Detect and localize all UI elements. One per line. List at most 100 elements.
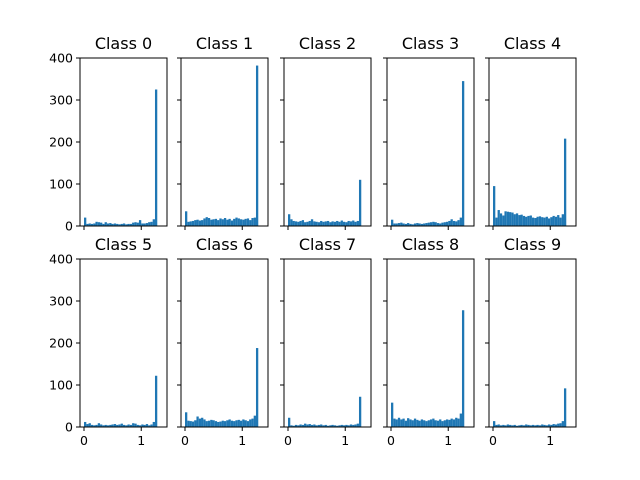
histogram-bar [324,424,327,427]
histogram-bar [242,419,245,427]
histogram-bar [313,424,316,427]
histogram-bar [356,220,359,226]
histogram-bar [441,421,444,427]
histogram-bar [288,214,291,226]
histogram-bar [226,420,229,427]
histogram-bar [497,424,500,427]
histogram-bar [185,211,188,226]
panel-title: Class 4 [504,34,561,53]
histogram-bar [352,424,355,427]
histogram-bar [125,224,128,226]
histogram-bar [111,424,114,427]
histogram-bar [439,419,442,427]
histogram-bar [340,220,343,226]
histogram-bar [407,223,410,226]
histogram-bar [445,221,449,226]
histogram-bar [552,215,555,226]
histogram-bar [457,220,460,226]
panel-title: Class 1 [196,34,253,53]
histogram-bar [249,220,252,226]
histogram-bar [427,420,430,427]
histogram-bar [203,218,206,226]
histogram-bar [525,424,528,427]
histogram-bar [418,420,421,427]
histogram-bar [109,424,112,427]
histogram-bar [113,424,117,427]
histogram-bar [84,217,87,226]
axes-frame [488,258,577,428]
histogram-bar [329,222,332,226]
histogram-bar [427,222,430,226]
histogram-bar [95,424,98,427]
histogram-bar [120,223,123,226]
y-tick-label: 400 [49,51,73,66]
histogram-bar [338,221,341,226]
x-tick-label: 1 [444,433,452,448]
histogram-bar [207,420,211,427]
histogram-bar [136,424,139,427]
histogram-bar [550,217,553,226]
histogram-bar [138,220,142,226]
histogram-bar [541,424,544,427]
histogram-bar [255,348,259,427]
histogram-bar [315,221,318,226]
histogram-panel: Class 6 0 1 [177,235,269,448]
histogram-bar [534,425,537,427]
histogram-bar [251,218,254,226]
histogram-bar [432,221,435,226]
histogram-panel: Class 5 0 100 200 300 400 0 1 [49,235,168,448]
histogram-bar [308,424,311,427]
histogram-bar [534,218,537,226]
histogram-bar [538,425,542,427]
histogram-bar [391,219,394,226]
axes-frame [79,258,168,428]
histogram-bar [338,425,341,427]
histogram-bar [136,222,139,226]
histogram-bar [509,212,512,226]
histogram-bar [198,418,202,427]
histogram-bar [429,222,433,226]
histogram-bar [324,221,327,226]
histogram-bar [86,223,89,226]
histogram-bar [495,424,498,427]
histogram-bar [237,218,240,226]
histogram-bar [109,223,112,226]
x-tick-label: 0 [181,433,189,448]
histogram-bar [150,424,153,427]
histogram-bar [347,220,350,226]
histogram-bar [543,217,546,226]
histogram-bar [345,222,348,226]
histogram-bar [457,418,460,427]
histogram-bar [547,218,551,226]
histogram-bar [461,81,465,226]
histogram-bar [212,219,215,226]
histogram-bar [88,223,91,226]
histogram-bar [434,222,437,226]
histogram-bar [294,424,298,427]
histogram-bar [233,421,236,427]
histogram-bar [301,424,305,427]
histogram-bar [294,221,298,226]
histogram-bar [331,221,334,226]
axes-frame [180,258,269,428]
histogram-bar [255,65,259,226]
histogram-bar [395,419,398,427]
axes-frame [386,258,475,428]
histogram-bar [246,218,250,226]
panel-title: Class 5 [95,235,152,254]
histogram-bar [411,224,414,226]
histogram-bar [310,424,314,427]
histogram-bar [504,211,507,226]
histogram-bar [84,421,87,427]
histogram-bar [493,186,496,226]
histogram-bar [527,424,530,427]
histogram-bar [102,223,105,226]
axes-frame [488,57,577,227]
histogram-bar [100,424,103,427]
histogram-bar [203,419,206,427]
histogram-bar [322,221,325,226]
histogram-bar [251,418,254,427]
histogram-bar [134,222,137,226]
x-tick-label: 0 [387,433,395,448]
histogram-bar [214,218,218,226]
